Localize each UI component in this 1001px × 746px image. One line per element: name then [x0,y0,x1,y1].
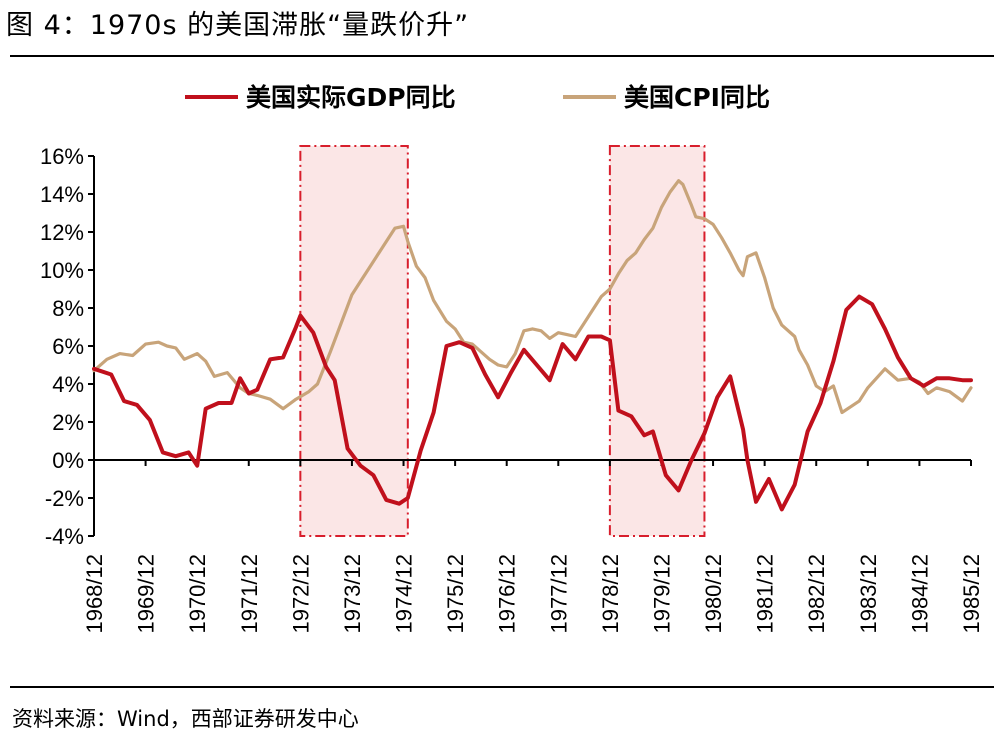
y-tick-label: 4% [52,372,84,397]
axes: 16% 14% 12% 10% 8% 6% 4% 2% 0% -2% -4% 1968/12 1969/… [40,144,984,634]
shaded-periods [299,145,706,537]
page-title: 图 4：1970s 的美国滞胀“量跌价升” [6,10,470,41]
series-line-gdp [92,294,973,512]
x-tick-label: 1971/12 [237,554,262,634]
x-tick-label: 1981/12 [753,554,778,634]
x-tick-label: 1983/12 [856,554,881,634]
source-note: 资料来源：Wind，西部证券研发中心 [12,707,359,731]
x-tick-label: 1978/12 [598,554,623,634]
y-tick-label: -4% [45,524,84,549]
y-tick-label: 8% [52,296,84,321]
y-tick-label: 12% [40,220,84,245]
y-tick-label: 6% [52,334,84,359]
x-tick-label: 1980/12 [701,554,726,634]
x-tick-label: 1977/12 [546,554,571,634]
x-tick-label: 1974/12 [392,554,417,634]
y-tick-label: -2% [45,486,84,511]
source-divider [10,686,994,688]
y-tick-label: 10% [40,258,84,283]
series-line-cpi [92,179,973,415]
x-tick-label: 1969/12 [134,554,159,634]
x-tick-label: 1984/12 [907,554,932,634]
series-lines [92,179,973,512]
title-divider [10,55,994,57]
x-tick-label: 1970/12 [185,554,210,634]
x-tick-label: 1975/12 [443,554,468,634]
x-tick-label: 1976/12 [495,554,520,634]
legend: 美国实际GDP同比 美国CPI同比 [185,83,770,112]
y-tick-label: 14% [40,182,84,207]
legend-gdp-label: 美国实际GDP同比 [246,83,456,112]
x-tick-label: 1979/12 [649,554,674,634]
legend-cpi-label: 美国CPI同比 [624,83,770,112]
x-tick-label: 1973/12 [340,554,365,634]
y-tick-label: 2% [52,410,84,435]
y-tick-label: 0% [52,448,84,473]
x-tick-label: 1972/12 [288,554,313,634]
x-tick-label: 1968/12 [82,554,107,634]
x-tick-label: 1985/12 [959,554,984,634]
x-tick-label: 1982/12 [804,554,829,634]
y-tick-label: 16% [40,144,84,169]
